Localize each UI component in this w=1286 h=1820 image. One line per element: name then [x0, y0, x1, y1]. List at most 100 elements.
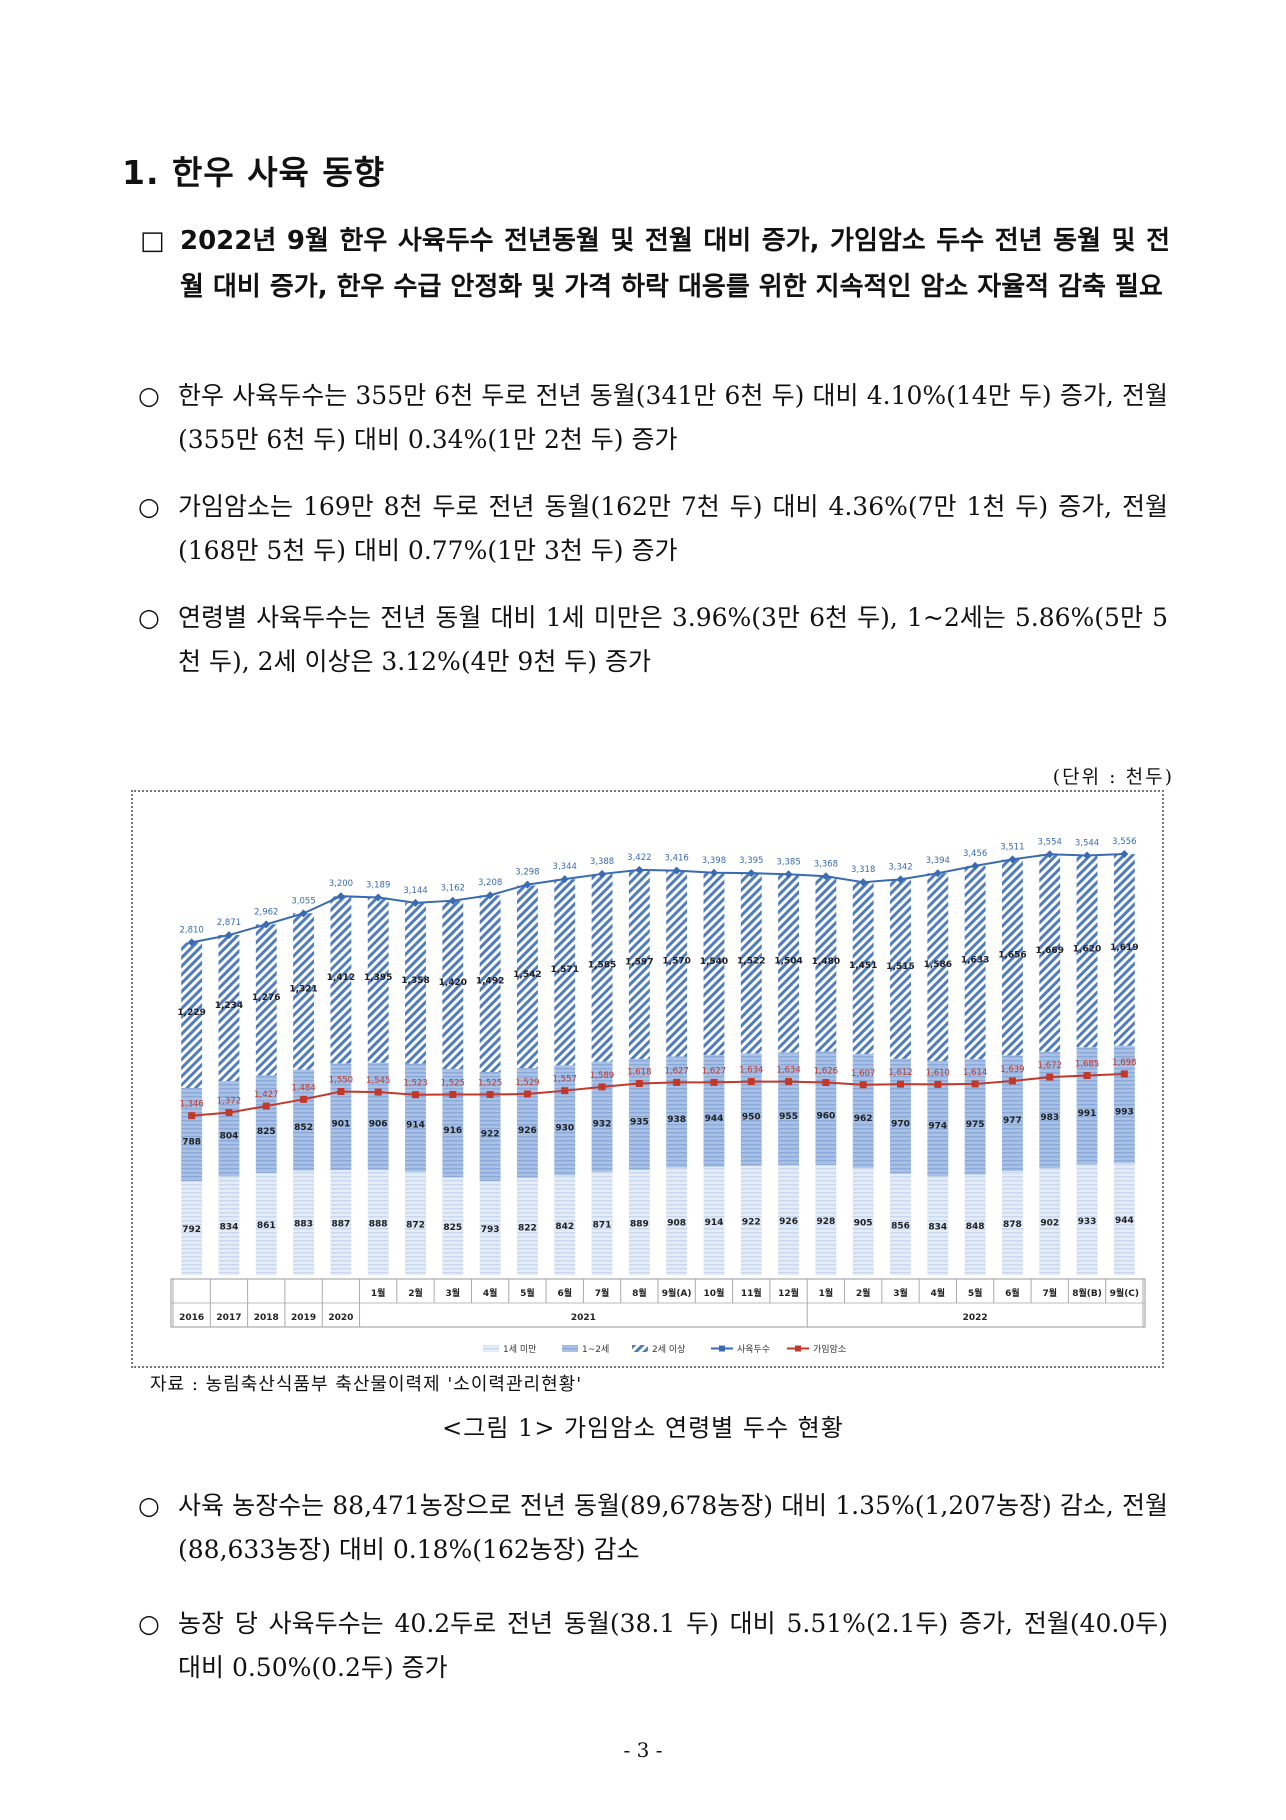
- data-label-2-plus: 1,597: [625, 958, 653, 968]
- data-label-2-plus: 1,451: [849, 961, 877, 971]
- total-data-label: 2,810: [179, 925, 203, 935]
- bar-2-plus: [1039, 854, 1061, 1052]
- total-line: [191, 853, 1125, 944]
- total-marker: [598, 869, 607, 878]
- total-data-label: 3,344: [553, 862, 577, 872]
- legend-marker: [795, 1345, 801, 1352]
- bar-under-1: [703, 1166, 725, 1275]
- data-label-1-2: 935: [630, 1117, 649, 1127]
- summary-text: 2022년 9월 한우 사육두수 전년동월 및 전월 대비 증가, 가임암소 두…: [180, 226, 1170, 302]
- bar-under-1: [330, 1169, 352, 1275]
- bar-2-plus: [293, 913, 315, 1070]
- bar-under-1: [1001, 1171, 1023, 1275]
- data-label-under-1: 888: [369, 1219, 388, 1229]
- summary-box-marker: □: [140, 226, 165, 256]
- bar-2-plus: [852, 882, 874, 1054]
- total-marker: [747, 869, 756, 878]
- total-marker: [859, 878, 868, 887]
- data-label-2-plus: 1,504: [774, 956, 802, 966]
- data-label-2-plus: 1,656: [998, 950, 1026, 960]
- category-label: 5월: [968, 1287, 983, 1299]
- bar-2-plus: [255, 924, 277, 1076]
- cows-data-label: 1,589: [590, 1071, 614, 1081]
- total-data-label: 3,055: [291, 896, 315, 906]
- bar-2-plus: [703, 872, 725, 1056]
- category-label: 9월(C): [1110, 1287, 1139, 1299]
- total-marker: [784, 870, 793, 879]
- total-marker: [709, 868, 718, 877]
- data-label-2-plus: 1,540: [700, 957, 728, 967]
- category-label: 3월: [893, 1287, 908, 1299]
- cow-marker: [561, 1087, 569, 1095]
- bar-under-1: [1039, 1168, 1061, 1275]
- category-label: 2017: [216, 1313, 241, 1323]
- bar-1-2: [1001, 1055, 1023, 1172]
- data-label-2-plus: 1,229: [177, 1008, 205, 1018]
- bar-2-plus: [479, 895, 501, 1072]
- cow-marker: [412, 1091, 419, 1099]
- total-data-label: 3,200: [329, 879, 353, 889]
- bar-1-2: [815, 1051, 837, 1166]
- data-label-1-2: 926: [518, 1126, 537, 1136]
- cows-data-label: 1,618: [627, 1067, 651, 1077]
- data-label-2-plus: 1,321: [289, 984, 317, 994]
- data-label-2-plus: 1,480: [812, 957, 840, 967]
- cows-data-label: 1,545: [366, 1076, 390, 1086]
- chart-frame: 792 788 1,229 834 804 1,234 861 825 1,276 883 852 1…: [131, 790, 1164, 1368]
- category-label: 2월: [856, 1287, 871, 1299]
- total-marker: [1045, 850, 1054, 859]
- cows-data-label: 1,610: [926, 1068, 950, 1078]
- bar-2-plus: [740, 873, 762, 1054]
- category-label: 11월: [741, 1287, 762, 1299]
- bar-1-2: [479, 1071, 501, 1182]
- cow-marker: [374, 1088, 382, 1096]
- cows-data-label: 1,627: [702, 1066, 726, 1076]
- bar-2-plus: [516, 885, 538, 1069]
- bar-2-plus: [181, 942, 203, 1088]
- total-marker: [560, 875, 569, 884]
- legend-marker: [719, 1345, 725, 1352]
- data-label-1-2: 914: [406, 1121, 425, 1131]
- bar-2-plus: [442, 900, 464, 1069]
- cow-marker: [486, 1090, 494, 1098]
- bar-1-2: [218, 1081, 240, 1177]
- data-label-under-1: 933: [1078, 1217, 1097, 1227]
- data-label-1-2: 938: [667, 1115, 686, 1125]
- data-label-2-plus: 1,395: [364, 973, 392, 983]
- cows-data-label: 1,639: [1000, 1065, 1024, 1075]
- bar-1-2: [367, 1062, 389, 1170]
- data-label-under-1: 842: [555, 1222, 574, 1232]
- data-label-1-2: 944: [705, 1114, 724, 1124]
- data-label-1-2: 901: [331, 1120, 350, 1130]
- cows-data-label: 1,427: [254, 1090, 278, 1100]
- bar-under-1: [1113, 1163, 1135, 1275]
- data-label-1-2: 852: [294, 1123, 313, 1133]
- bar-2-plus: [1001, 859, 1023, 1056]
- data-label-under-1: 905: [854, 1218, 873, 1228]
- bar-1-2: [666, 1056, 688, 1168]
- bar-under-1: [740, 1165, 762, 1275]
- total-marker: [486, 891, 495, 900]
- cow-marker: [1083, 1072, 1091, 1080]
- bullet-circle-marker: ○: [138, 1609, 160, 1638]
- bar-2-plus: [218, 935, 240, 1082]
- bullet-text: 가임암소는 169만 8천 두로 전년 동월(162만 7천 두) 대비 4.3…: [178, 492, 1168, 565]
- bar-2-plus: [1076, 855, 1098, 1048]
- data-label-2-plus: 1,412: [327, 973, 355, 983]
- bar-under-1: [964, 1174, 986, 1275]
- data-label-1-2: 983: [1040, 1113, 1059, 1123]
- total-data-label: 3,189: [366, 880, 390, 890]
- cows-data-label: 1,614: [963, 1068, 987, 1078]
- total-data-label: 3,395: [739, 856, 763, 866]
- cows-data-label: 1,484: [291, 1083, 315, 1093]
- cows-data-label: 1,626: [814, 1067, 838, 1077]
- data-label-under-1: 889: [630, 1219, 649, 1229]
- total-data-label: 3,398: [702, 856, 726, 866]
- bar-2-plus: [964, 865, 986, 1060]
- category-label: 7월: [595, 1287, 610, 1299]
- category-label: 7월: [1042, 1287, 1057, 1299]
- data-label-2-plus: 1,571: [550, 965, 578, 975]
- category-label: 9월(A): [662, 1287, 692, 1299]
- total-marker: [896, 875, 905, 884]
- bar-1-2: [255, 1075, 277, 1174]
